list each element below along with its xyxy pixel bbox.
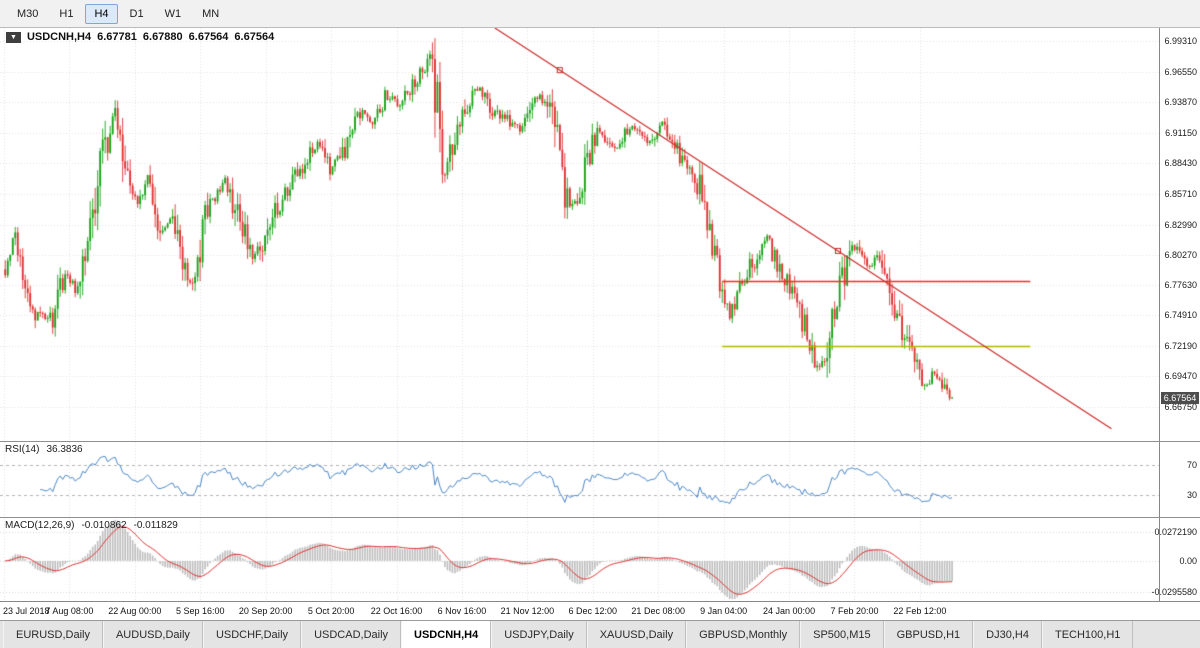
time-axis-label: 23 Jul 2018 xyxy=(3,606,50,616)
timeframe-button-m30[interactable]: M30 xyxy=(17,7,39,20)
rsi-axis-label: 70 xyxy=(1186,459,1197,470)
symbol-tab-gbpusd-monthly[interactable]: GBPUSD,Monthly xyxy=(686,621,801,648)
price-axis-label: 6.85710 xyxy=(1164,188,1197,199)
symbol-tab-xauusd-daily[interactable]: XAUUSD,Daily xyxy=(586,621,687,648)
candlestick-canvas[interactable] xyxy=(0,28,1159,441)
rsi-value: 36.3836 xyxy=(46,444,83,455)
timeframe-button-mn[interactable]: MN xyxy=(202,7,220,20)
symbol-tab-usdjpy-daily[interactable]: USDJPY,Daily xyxy=(491,621,587,648)
time-axis-label: 5 Oct 20:00 xyxy=(307,606,355,616)
main-chart-plot: ▼ USDCNH,H4 6.67781 6.67880 6.67564 6.67… xyxy=(0,28,1159,441)
rsi-plot: RSI(14) 36.3836 xyxy=(0,442,1159,517)
main-chart-panel: ▼ USDCNH,H4 6.67781 6.67880 6.67564 6.67… xyxy=(0,28,1200,441)
quote-open: 6.67781 xyxy=(97,31,137,43)
macd-name: MACD(12,26,9) xyxy=(5,520,75,531)
chart-title: ▼ USDCNH,H4 6.67781 6.67880 6.67564 6.67… xyxy=(6,31,274,43)
timeframe-button-h4[interactable]: H4 xyxy=(85,3,118,24)
symbol-tabbar: EURUSD,Daily AUDUSD,Daily USDCHF,Daily USDC… xyxy=(0,620,1200,648)
symbol-tab-usdchf-daily[interactable]: USDCHF,Daily xyxy=(202,621,302,648)
macd-label: MACD(12,26,9) -0.010862 -0.011829 xyxy=(5,520,185,531)
rsi-axis-label: 30 xyxy=(1186,489,1197,500)
rsi-panel: RSI(14) 36.3836 70 30 xyxy=(0,441,1200,517)
time-axis-label: 21 Nov 12:00 xyxy=(500,606,555,616)
price-axis-label: 6.91150 xyxy=(1165,127,1197,138)
price-axis-label: 6.96550 xyxy=(1164,67,1197,78)
timeframe-button-w1[interactable]: W1 xyxy=(164,7,182,20)
price-axis-label: 6.82990 xyxy=(1164,219,1197,230)
macd-panel: MACD(12,26,9) -0.010862 -0.011829 0.027219… xyxy=(0,517,1200,601)
price-axis-label: 6.72190 xyxy=(1164,340,1197,351)
macd-axis-label: 0.0272190 xyxy=(1154,527,1197,538)
price-axis-label: 6.93870 xyxy=(1164,97,1197,108)
symbol-tab-usdcad-daily[interactable]: USDCAD,Daily xyxy=(301,621,402,648)
macd-canvas[interactable] xyxy=(0,518,1159,601)
main-price-axis[interactable]: 6.67564 6.99310 6.96550 6.93870 6.91150 6.88… xyxy=(1159,28,1200,441)
quote-high: 6.67880 xyxy=(142,31,183,43)
rsi-canvas[interactable] xyxy=(0,442,1159,517)
timeframe-button-d1[interactable]: D1 xyxy=(129,7,144,20)
rsi-axis[interactable]: 70 30 xyxy=(1159,442,1200,517)
price-axis-label: 6.88430 xyxy=(1164,158,1197,169)
time-axis-label: 5 Sep 16:00 xyxy=(175,606,225,616)
time-axis-label: 22 Feb 12:00 xyxy=(893,606,947,616)
rsi-name: RSI(14) xyxy=(5,444,40,455)
quote-close: 6.67564 xyxy=(234,31,275,43)
quote-low: 6.67564 xyxy=(188,31,229,43)
symbol-tab-gbpusd-h1[interactable]: GBPUSD,H1 xyxy=(883,621,974,648)
time-axis-label: 7 Feb 20:00 xyxy=(830,606,879,616)
time-axis-label: 24 Jan 00:00 xyxy=(763,606,816,616)
macd-value-main: -0.010862 xyxy=(81,520,127,531)
time-axis-label: 9 Jan 04:00 xyxy=(700,606,748,616)
time-axis-label: 20 Sep 20:00 xyxy=(238,606,293,616)
symbol-tab-audusd-daily[interactable]: AUDUSD,Daily xyxy=(102,621,203,648)
macd-axis-label: -0.0295580 xyxy=(1151,586,1197,597)
timeframe-toolbar: M30 H1 H4 D1 W1 MN xyxy=(0,0,1200,28)
price-axis-label: 6.69470 xyxy=(1164,371,1197,382)
price-axis-label: 6.99310 xyxy=(1164,36,1197,47)
symbol-tab-dj30-h4[interactable]: DJ30,H4 xyxy=(973,621,1042,648)
time-axis-label: 6 Nov 16:00 xyxy=(437,606,487,616)
price-axis-label: 6.77630 xyxy=(1164,279,1197,290)
time-axis-label: 22 Oct 16:00 xyxy=(370,606,423,616)
time-axis[interactable]: 23 Jul 2018 7 Aug 08:00 22 Aug 00:00 5 Sep … xyxy=(0,601,1200,620)
symbol-dropdown-icon[interactable]: ▼ xyxy=(6,31,21,43)
macd-axis[interactable]: 0.0272190 0.00 -0.0295580 xyxy=(1151,518,1200,601)
macd-value-signal: -0.011829 xyxy=(133,520,178,531)
symbol-tab-sp500-m15[interactable]: SP500,M15 xyxy=(800,621,884,648)
time-axis-label: 6 Dec 12:00 xyxy=(568,606,618,616)
timeframe-button-h1[interactable]: H1 xyxy=(59,7,74,20)
macd-axis-label: 0.00 xyxy=(1179,555,1197,566)
time-axis-label: 22 Aug 00:00 xyxy=(108,606,162,616)
price-axis-label: 6.74910 xyxy=(1164,310,1197,321)
symbol-tab-usdcnh-h4[interactable]: USDCNH,H4 xyxy=(401,621,492,648)
current-price-badge: 6.67564 xyxy=(1161,391,1199,404)
price-axis-label: 6.80270 xyxy=(1164,250,1197,261)
price-axis-label: 6.66750 xyxy=(1164,401,1197,412)
chart-symbol-label: USDCNH,H4 xyxy=(26,31,92,43)
macd-plot: MACD(12,26,9) -0.010862 -0.011829 xyxy=(0,518,1159,601)
rsi-label: RSI(14) 36.3836 xyxy=(5,444,90,455)
time-axis-label: 21 Dec 08:00 xyxy=(631,606,685,616)
time-axis-label: 7 Aug 08:00 xyxy=(45,606,94,616)
symbol-tab-eurusd-daily[interactable]: EURUSD,Daily xyxy=(3,621,103,648)
symbol-tab-tech100-h1[interactable]: TECH100,H1 xyxy=(1041,621,1134,648)
